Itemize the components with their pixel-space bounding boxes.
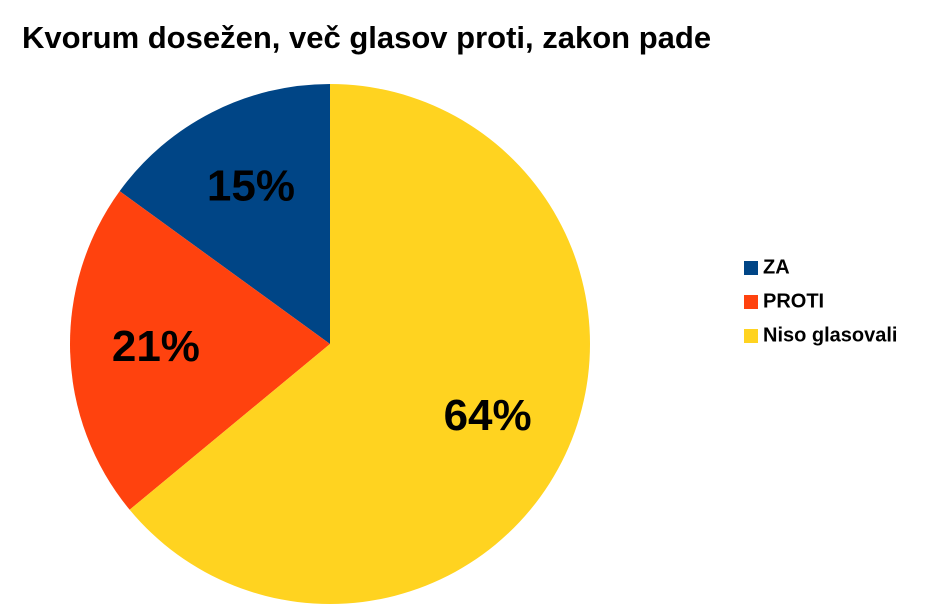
pie-slice bbox=[119, 84, 330, 344]
value-label: 21% bbox=[112, 322, 200, 371]
pie-slice bbox=[70, 191, 330, 510]
legend-swatch bbox=[744, 261, 758, 275]
chart-title: Kvorum dosežen, več glasov proti, zakon … bbox=[22, 20, 711, 55]
value-label: 64% bbox=[444, 391, 532, 440]
legend-label: PROTI bbox=[763, 290, 824, 312]
value-label: 15% bbox=[207, 161, 295, 210]
legend-swatch bbox=[744, 295, 758, 309]
legend-swatch bbox=[744, 329, 758, 343]
pie-slice bbox=[129, 84, 591, 605]
legend-label: ZA bbox=[763, 256, 790, 278]
legend-label: Niso glasovali bbox=[763, 324, 898, 346]
